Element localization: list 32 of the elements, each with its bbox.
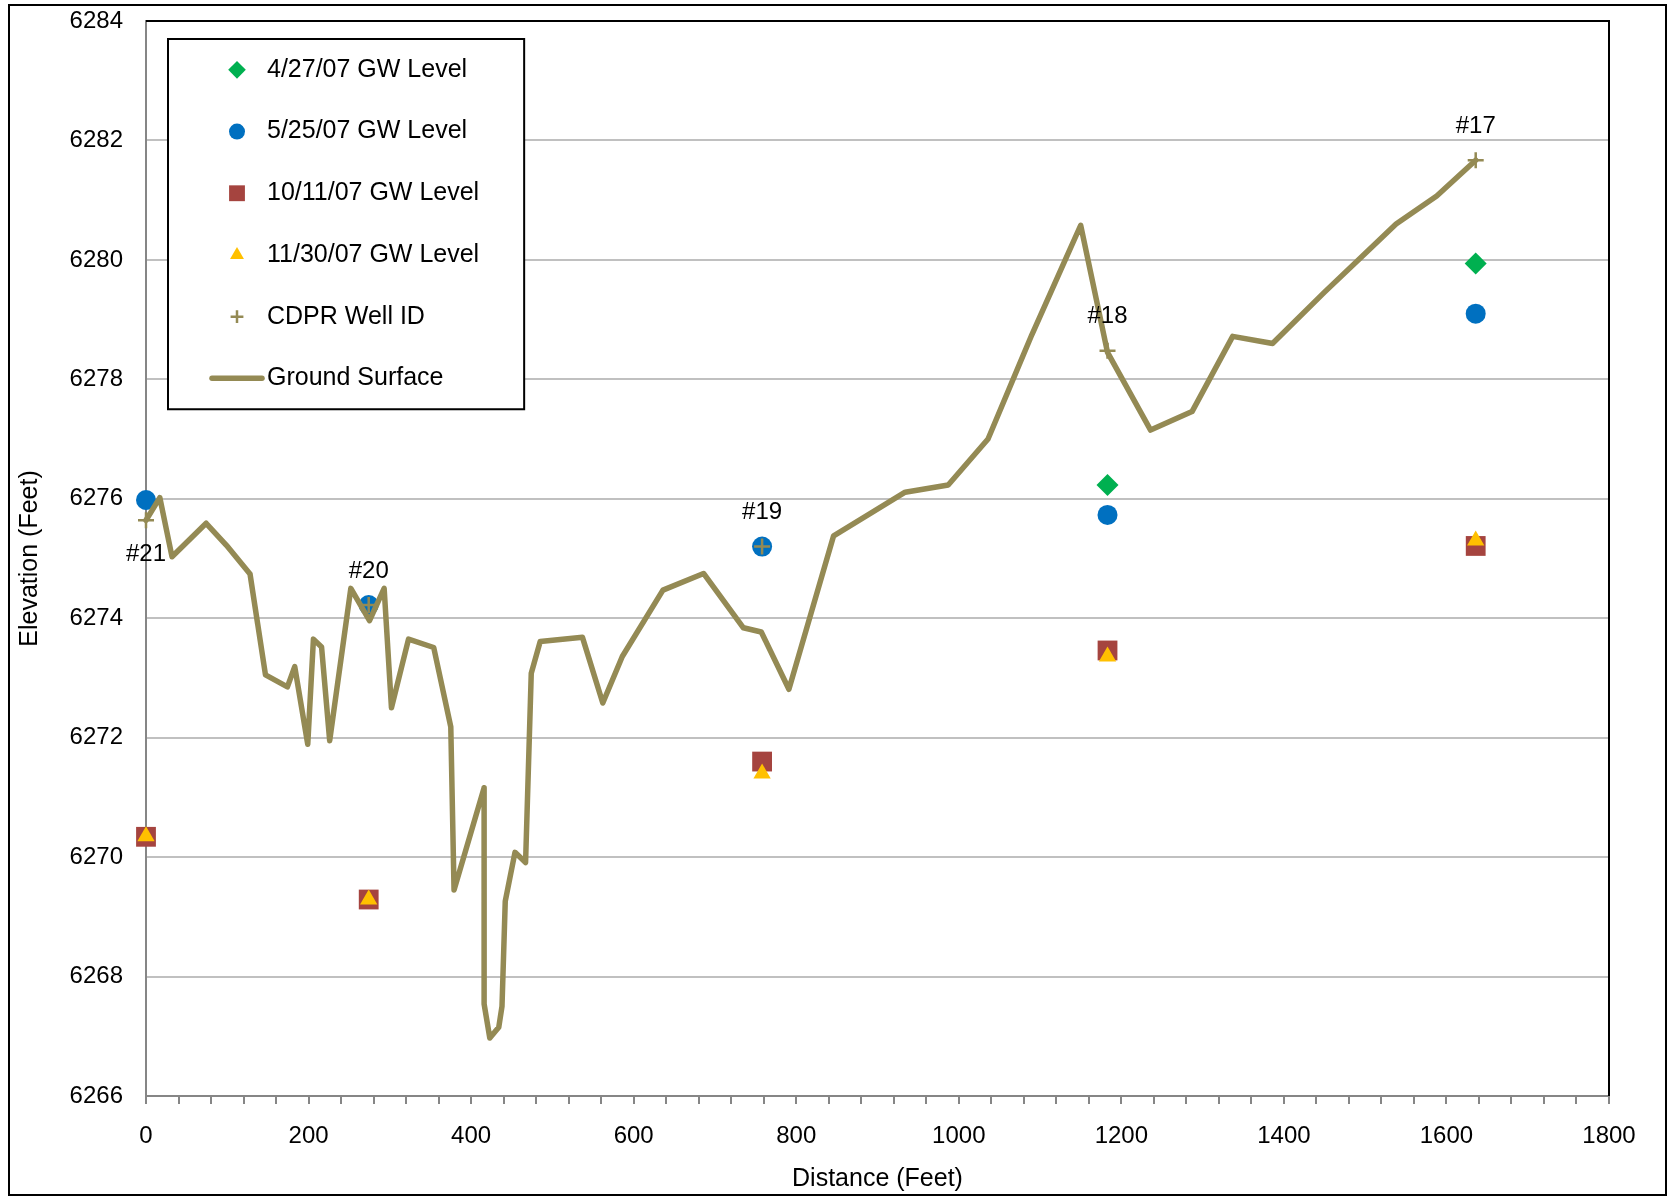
x-tick-label: 1200 [1094,1121,1149,1149]
x-tick-label: 1600 [1419,1121,1474,1149]
y-tick-label: 6270 [69,841,123,869]
y-tick-label: 6278 [69,363,123,391]
y-tick-label: 6284 [69,5,123,33]
annotation: #20 [348,555,389,583]
y-tick-label: 6268 [69,961,123,989]
annotation: #21 [125,538,167,566]
y-axis-title: Elevation (Feet) [13,470,42,647]
y-tick-label: 6266 [69,1080,123,1108]
y-tick-label: 6272 [69,722,123,750]
legend-label: CDPR Well ID [267,300,425,329]
y-tick-label: 6282 [69,125,123,153]
legend-label: 11/30/07 GW Level [267,238,480,267]
y-tick-label: 6274 [69,602,123,630]
legend-label: 4/27/07 GW Level [267,53,468,82]
x-axis-title: Distance (Feet) [792,1162,963,1191]
x-tick-label: 400 [451,1121,492,1149]
y-tick-label: 6280 [69,244,123,272]
annotation: #19 [742,497,783,525]
x-tick-label: 1000 [932,1121,986,1149]
legend-label: 10/11/07 GW Level [267,177,480,206]
legend-label: Ground Surface [267,362,444,391]
x-tick-label: 1400 [1257,1121,1311,1149]
x-tick-label: 800 [776,1121,817,1149]
x-tick-label: 600 [613,1121,654,1149]
legend-label: 5/25/07 GW Level [267,115,468,144]
x-tick-label: 0 [139,1121,153,1149]
x-tick-label: 200 [288,1121,329,1149]
x-tick-label: 1800 [1582,1121,1636,1149]
y-tick-label: 6276 [69,483,123,511]
annotation: #17 [1455,110,1496,138]
